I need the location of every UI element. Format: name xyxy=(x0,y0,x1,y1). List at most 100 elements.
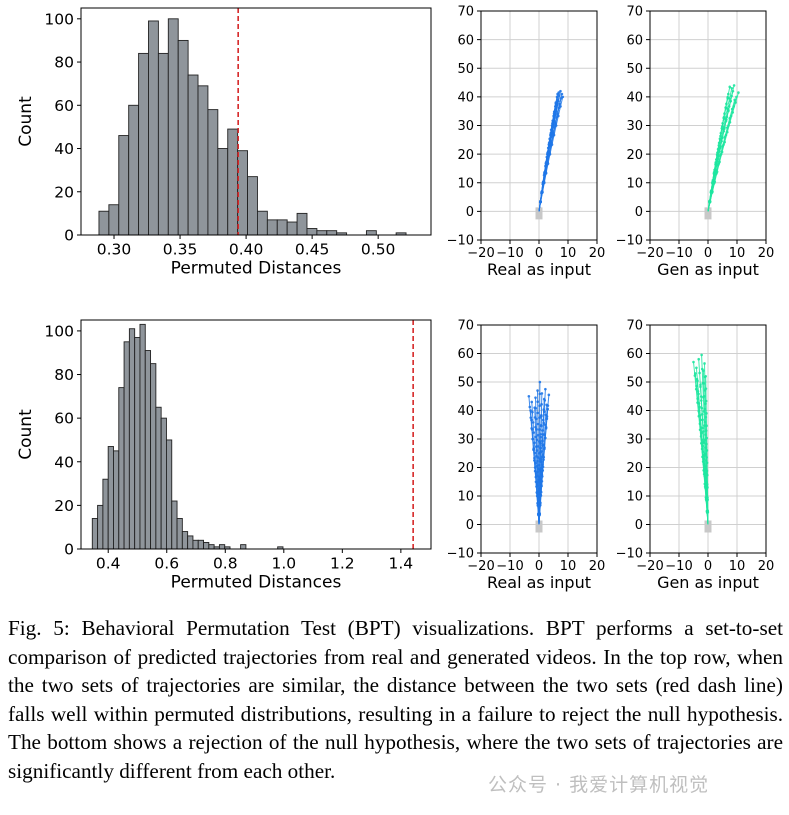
trajectory-point xyxy=(536,470,539,473)
histogram-bar xyxy=(118,387,125,550)
histogram-bar xyxy=(326,230,338,236)
trajectory-point xyxy=(561,95,565,99)
trajectory-point xyxy=(705,482,709,486)
histogram-bar xyxy=(276,219,288,236)
trajectory-point xyxy=(728,85,732,89)
x-tick-label: 0 xyxy=(535,246,543,261)
trajectory-point xyxy=(543,436,547,440)
histogram-bar xyxy=(207,109,219,236)
chart-panel-5: −20 −10 0 10 20 −10 0 10 20 30 40 50 60 70 Real as inp… xyxy=(447,319,606,592)
trajectory-point xyxy=(553,125,557,128)
histogram-bar xyxy=(134,336,141,550)
chart-panel-1: 0.30 0.35 0.40 0.45 0.50 0 20 40 60 80 100 Permuted… xyxy=(16,7,432,279)
trajectory-point xyxy=(730,107,734,111)
y-tick-label: 0 xyxy=(635,205,643,220)
trajectory-point xyxy=(542,455,546,459)
x-tick-label: 10 xyxy=(560,559,577,574)
histogram-bar xyxy=(187,535,194,550)
x-tick-label: 10 xyxy=(560,246,577,261)
trajectory-point xyxy=(700,406,704,410)
histogram-bar xyxy=(217,148,229,236)
trajectory-point xyxy=(536,433,540,437)
trajectory-point xyxy=(724,119,728,123)
trajectory-point xyxy=(536,400,539,404)
trajectory-point xyxy=(714,158,718,161)
trajectory-point xyxy=(554,102,558,106)
y-tick-label: −10 xyxy=(447,234,474,249)
figure: 0.30 0.35 0.40 0.45 0.50020406080100Permuted… xyxy=(16,5,774,593)
trajectory-point xyxy=(701,430,705,433)
histogram-bar xyxy=(171,500,178,550)
trajectory-point xyxy=(538,392,542,396)
trajectory-point xyxy=(538,460,542,463)
trajectory-point xyxy=(716,163,720,167)
y-tick-label: 100 xyxy=(44,10,74,28)
histogram-bar xyxy=(98,210,110,236)
trajectory-point xyxy=(536,459,539,463)
trajectory-point xyxy=(538,440,541,443)
histogram-bar xyxy=(138,52,149,236)
trajectory-point xyxy=(544,427,548,430)
trajectory-point xyxy=(702,441,706,445)
x-tick-label: 0 xyxy=(535,559,543,574)
figure-caption: Fig. 5: Behavioral Permutation Test (BPT… xyxy=(8,616,783,783)
y-tick-label: 50 xyxy=(626,62,643,77)
histogram-bar xyxy=(197,85,209,236)
trajectory-point xyxy=(538,469,542,472)
x-axis-label: Gen as input xyxy=(657,573,759,592)
trajectory-point xyxy=(728,117,731,120)
trajectory-point xyxy=(528,405,532,409)
y-tick-label: 20 xyxy=(54,183,74,201)
trajectory-point xyxy=(536,422,540,426)
trajectory-point xyxy=(705,469,709,473)
y-axis-label: Count xyxy=(16,96,36,147)
histogram-bar xyxy=(247,176,258,236)
trajectory-point xyxy=(530,418,533,422)
start-position-marker xyxy=(704,207,712,220)
x-tick-label: 10 xyxy=(729,559,746,574)
trajectory-point xyxy=(701,418,704,422)
histogram-bar xyxy=(218,544,226,550)
trajectory-point xyxy=(544,172,547,175)
trajectory-point xyxy=(546,404,550,407)
x-tick-label: −20 xyxy=(636,246,663,261)
y-tick-label: 10 xyxy=(457,490,474,505)
x-tick-label: −20 xyxy=(467,559,494,574)
y-tick-label: 70 xyxy=(626,5,643,20)
trajectory-point xyxy=(720,127,724,130)
x-tick-label: 0.4 xyxy=(96,555,121,573)
trajectory-point xyxy=(698,422,702,426)
trajectory-point xyxy=(535,428,538,431)
histogram-bar xyxy=(187,74,199,236)
trajectory-point xyxy=(737,91,740,94)
histogram-bar xyxy=(365,230,377,236)
histogram-bar xyxy=(155,406,162,550)
y-tick-label: 40 xyxy=(54,453,74,471)
x-tick-label: 1.0 xyxy=(271,555,296,573)
trajectory-point xyxy=(536,389,539,392)
trajectory-point xyxy=(731,111,735,114)
trajectory-point xyxy=(555,115,559,119)
y-tick-label: 50 xyxy=(457,62,474,77)
trajectory-point xyxy=(541,444,544,447)
trajectory-point xyxy=(693,372,697,375)
trajectory-point xyxy=(560,92,564,96)
histogram-bar xyxy=(203,542,210,550)
y-tick-label: 20 xyxy=(626,148,643,163)
y-tick-label: 70 xyxy=(457,5,474,20)
trajectory-point xyxy=(534,406,538,410)
histogram-bar xyxy=(102,478,109,550)
axes-frame xyxy=(80,7,432,236)
trajectory-point xyxy=(538,380,542,384)
trajectory-point xyxy=(527,394,531,398)
trajectory-point xyxy=(543,399,547,402)
y-tick-label: 40 xyxy=(457,91,474,106)
trajectory-point xyxy=(719,154,722,157)
trajectory-point xyxy=(695,366,698,370)
trajectory-point xyxy=(538,503,542,507)
trajectory-point xyxy=(541,465,545,469)
histogram-bar xyxy=(160,417,167,550)
trajectory-point xyxy=(536,445,540,448)
x-tick-label: 0.6 xyxy=(154,555,179,573)
x-tick-label: 20 xyxy=(589,246,606,261)
